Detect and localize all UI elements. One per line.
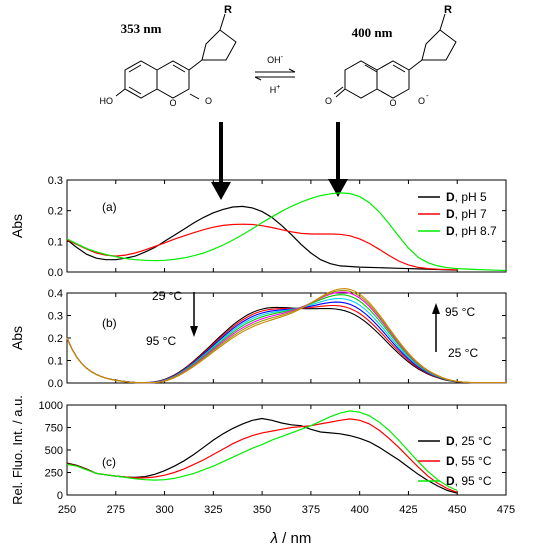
series-line (66, 288, 506, 384)
x-tick-label: 250 (58, 504, 76, 516)
plot-frame (66, 292, 507, 384)
series-line (66, 418, 458, 493)
panel-c-label: (c) (102, 455, 116, 469)
legend-entry: D, 55 °C (446, 454, 492, 468)
series-line (66, 410, 458, 492)
legend-entry: D, pH 7 (446, 207, 487, 221)
y-tick-label: 0.4 (48, 288, 63, 300)
x-tick-label: 450 (448, 504, 466, 516)
y-tick-label: 0.0 (48, 267, 63, 279)
temp-arrow-down (190, 292, 198, 337)
panel-c-axes: 0 250 500 750 1000 (39, 400, 507, 502)
panel-b-label: (b) (102, 316, 117, 330)
panel-a-ylabel: Abs (9, 214, 25, 238)
forward-reagent: OH- (267, 54, 284, 65)
right-molecule-structure (333, 13, 457, 99)
hydroxyl-label: HO (100, 96, 114, 106)
series-line (66, 306, 506, 384)
series-line (66, 289, 506, 384)
panel-b-series (66, 288, 506, 384)
equilibrium-arrows (254, 68, 296, 81)
carbonyl-label-right: O (325, 96, 332, 106)
y-tick-label: 0.3 (48, 175, 63, 187)
pointer-arrow-left (211, 122, 231, 200)
temp-annotation-left-high: 95 °C (146, 334, 176, 348)
panel-c-ylabel: Rel. Fluo. Int. / a.u. (10, 395, 25, 505)
y-tick-label: 0.1 (48, 356, 63, 368)
temp-annotation-right-high: 95 °C (445, 305, 475, 319)
y-tick-label: 500 (45, 445, 63, 457)
panel-a-axes: 0.0 0.1 0.2 0.3 (48, 175, 507, 279)
panel-a-series (66, 192, 507, 272)
series-line (66, 192, 507, 272)
series-line (66, 291, 506, 384)
left-molecule-structure (115, 13, 237, 100)
legend-entry: D, 25 °C (446, 434, 492, 448)
legend-entry: D, pH 8.7 (446, 224, 497, 238)
y-tick-label: 250 (45, 468, 63, 480)
carbonyl-label-left: O (205, 96, 212, 106)
left-wavelength-label: 353 nm (121, 21, 162, 36)
x-tick-label: 350 (253, 504, 271, 516)
oxide-charge: - (426, 91, 429, 100)
ring-oxygen-left: O (169, 98, 176, 108)
y-tick-label: 0.2 (48, 333, 63, 345)
x-tick-label: 425 (399, 504, 417, 516)
panel-b-ylabel: Abs (9, 326, 25, 350)
reverse-reagent: H+ (270, 84, 281, 95)
plot-frame (66, 179, 507, 273)
x-tick-label: 275 (107, 504, 125, 516)
y-tick-label: 1000 (39, 400, 63, 412)
y-tick-label: 750 (45, 423, 63, 435)
temp-annotation-right-low: 25 °C (448, 346, 478, 360)
x-tick-label: 475 (497, 504, 515, 516)
x-axis-tick-labels: 250 275 300 325 350 375 400 425 450 475 (58, 504, 515, 516)
substituent-right: R (444, 4, 452, 16)
x-tick-label: 375 (302, 504, 320, 516)
panel-b: 0.0 0.1 0.2 0.3 0.4 (b) Abs 25 °C 95 °C 95 °… (9, 288, 507, 390)
series-line (66, 417, 458, 494)
legend-entry: D, pH 5 (446, 190, 487, 204)
panel-a: 0.0 0.1 0.2 0.3 D, pH 5 D, pH 7 D, pH 8.7 (a)… (9, 175, 507, 279)
x-tick-label: 300 (155, 504, 173, 516)
series-line (66, 223, 458, 271)
reaction-scheme: O (115, 13, 457, 108)
y-tick-label: 0 (57, 490, 63, 502)
y-tick-label: 0.3 (48, 311, 63, 323)
x-tick-label: 400 (350, 504, 368, 516)
panel-a-legend: D, pH 5 D, pH 7 D, pH 8.7 (418, 190, 497, 238)
oxide-label: O (418, 96, 425, 106)
x-tick-label: 325 (204, 504, 222, 516)
panel-c-series (66, 410, 458, 494)
left-ring-O-label: O (169, 98, 176, 108)
right-wavelength-label: 400 nm (352, 25, 393, 40)
panel-a-label: (a) (102, 200, 117, 214)
ring-oxygen-right: O (389, 98, 396, 108)
y-tick-label: 0.0 (48, 378, 63, 390)
x-axis-label: λ / nm (270, 530, 312, 547)
panel-c-legend: D, 25 °C D, 55 °C D, 95 °C (418, 434, 492, 488)
temp-annotation-left-low: 25 °C (152, 289, 182, 303)
legend-entry: D, 95 °C (446, 474, 492, 488)
substituent-left: R (224, 4, 232, 16)
temp-arrow-up (432, 303, 440, 352)
y-tick-label: 0.1 (48, 236, 63, 248)
series-line (66, 304, 506, 384)
series-line (66, 205, 458, 271)
pointer-arrow-right (328, 122, 348, 197)
y-tick-label: 0.2 (48, 206, 63, 218)
